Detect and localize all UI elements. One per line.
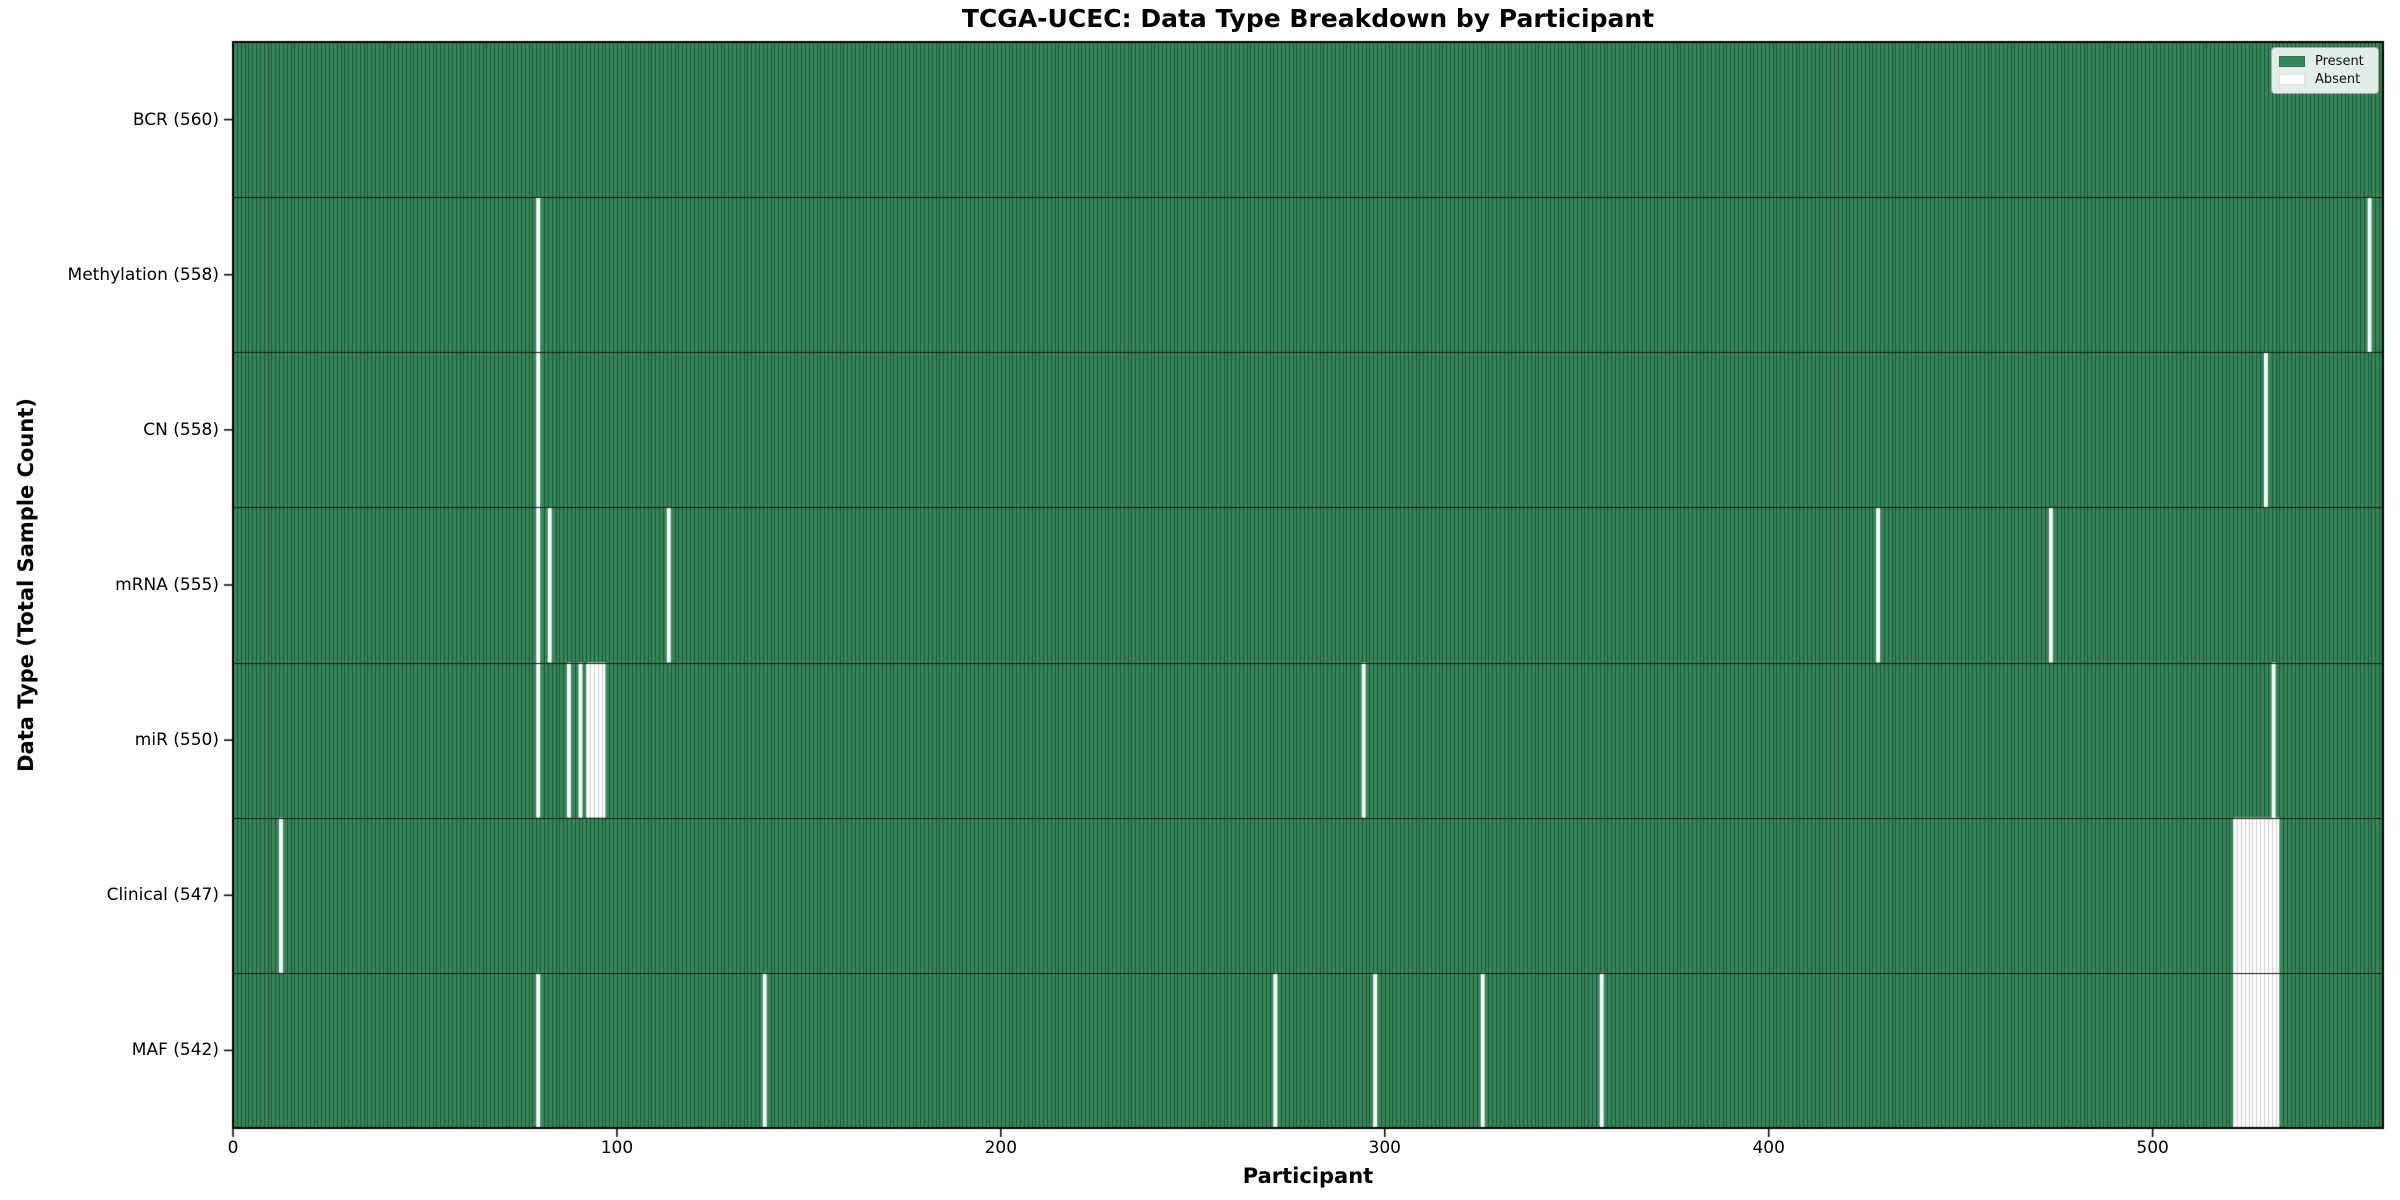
x-tick-label-400: 400 xyxy=(1752,1138,1785,1158)
legend: Present Absent xyxy=(2271,47,2379,94)
x-tick-label-200: 200 xyxy=(984,1138,1018,1158)
legend-item-present: Present xyxy=(2279,55,2371,68)
y-tick-label-mRNA: mRNA (555) xyxy=(115,575,219,595)
y-tick-label-BCR: BCR (560) xyxy=(132,109,219,130)
y-tick-label-Methylation: Methylation (558) xyxy=(67,264,219,285)
legend-item-absent: Absent xyxy=(2279,73,2371,86)
x-axis-label: Participant xyxy=(1242,1164,1374,1188)
legend-label: Present xyxy=(2315,53,2364,69)
x-tick-label-500: 500 xyxy=(2136,1138,2169,1158)
x-tick-label-0: 0 xyxy=(227,1138,239,1158)
legend-swatch-absent xyxy=(2279,74,2305,86)
y-tick-label-Clinical: Clinical (547) xyxy=(106,885,219,906)
x-tick-label-300: 300 xyxy=(1368,1138,1402,1158)
y-axis-label: Data Type (Total Sample Count) xyxy=(14,398,38,772)
legend-label: Absent xyxy=(2315,72,2361,88)
y-tick-label-miR: miR (550) xyxy=(134,730,219,751)
x-tick-label-100: 100 xyxy=(600,1138,634,1158)
legend-swatch-present xyxy=(2279,55,2305,67)
chart-title: TCGA-UCEC: Data Type Breakdown by Partic… xyxy=(961,4,1655,33)
y-tick-label-CN: CN (558) xyxy=(143,419,219,440)
y-tick-label-MAF: MAF (542) xyxy=(131,1040,219,1061)
